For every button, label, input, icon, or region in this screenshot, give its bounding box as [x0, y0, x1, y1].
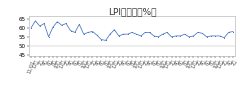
- Title: LPI走勢图（%）: LPI走勢图（%）: [108, 7, 156, 16]
